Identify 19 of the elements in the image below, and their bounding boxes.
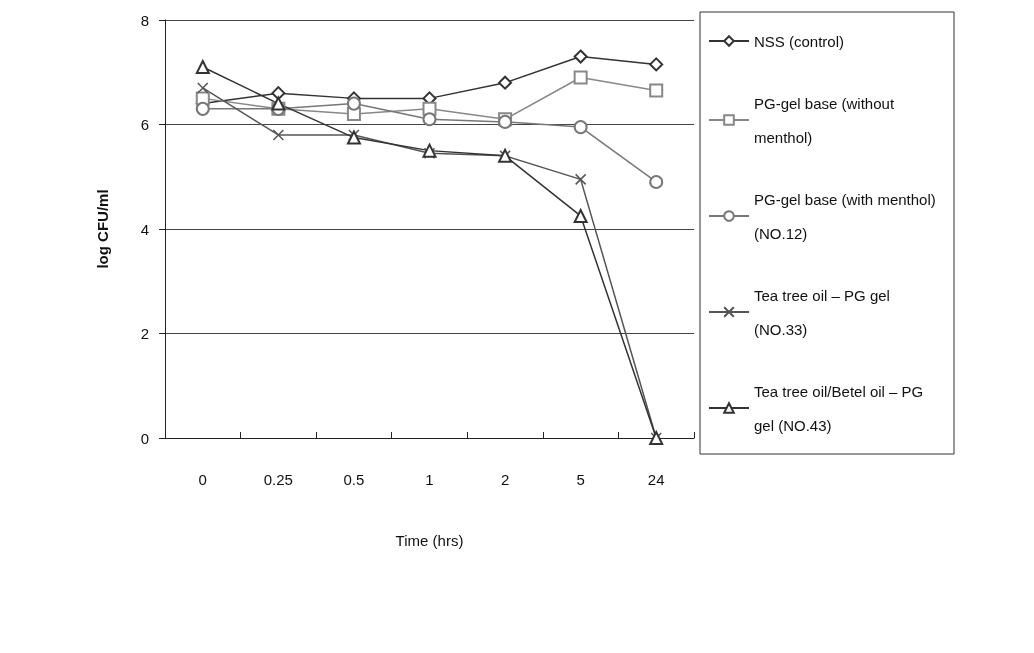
x-tick-label: 1 [425,471,434,488]
legend-label: PG-gel base (without menthol) [754,94,899,146]
legend-label: Tea tree oil – PG gel (NO.33) [754,286,895,338]
y-tick-label: 2 [140,325,149,342]
x-tick-label: 0 [198,471,207,488]
x-axis-title: Time (hrs) [395,532,464,549]
x-tick-label: 0.25 [263,471,293,488]
y-tick-label: 4 [140,220,149,238]
legend-label: NSS (control) [754,32,845,50]
legend-label: PG-gel base (with menthol) (NO.12) [754,190,940,242]
x-tick-label: 5 [576,471,585,488]
y-tick-label: 8 [140,11,149,29]
y-axis-title: log CFU/ml [94,189,111,269]
y-tick-label: 0 [140,429,149,447]
x-tick-label: 2 [500,471,510,488]
legend-label: Tea tree oil/Betel oil – PG gel (NO.43) [754,382,928,434]
y-tick-label: 6 [140,116,149,133]
x-tick-label: 0.5 [343,471,365,488]
x-tick-label: 24 [647,471,665,488]
